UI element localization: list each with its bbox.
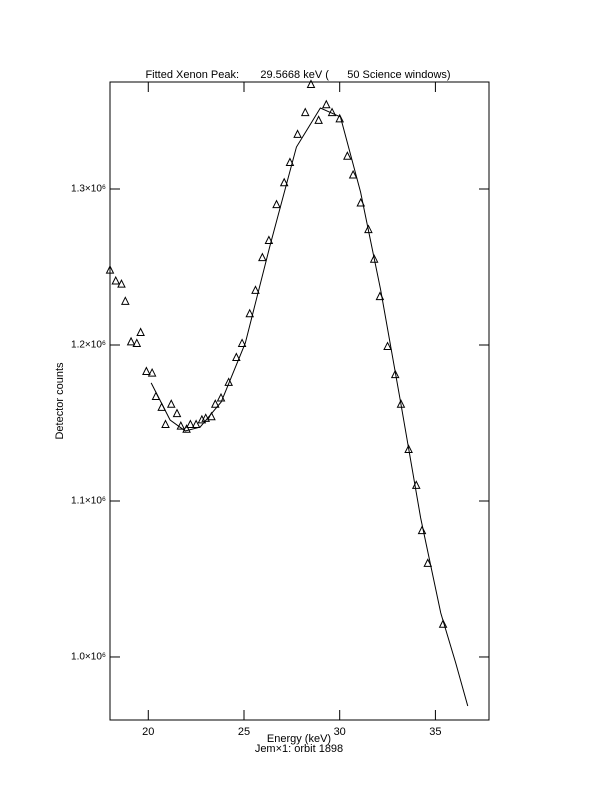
x-tick-label: 30	[334, 726, 346, 738]
data-point	[186, 419, 195, 429]
data-point	[121, 296, 130, 305]
data-point	[264, 235, 274, 244]
chart-title: Fitted Xenon Peak: 29.5668 keV ( 50 Scie…	[145, 69, 450, 81]
data-point	[105, 265, 115, 274]
data-point	[293, 129, 302, 138]
data-point	[210, 399, 220, 408]
plot-frame	[109, 81, 490, 721]
data-point	[438, 619, 448, 628]
data-point	[142, 366, 151, 376]
data-point	[348, 169, 358, 179]
data-point	[172, 408, 182, 418]
data-point	[306, 79, 316, 88]
data-point	[111, 275, 121, 285]
x-tick-label: 20	[142, 726, 154, 738]
data-point	[423, 558, 433, 567]
data-point	[224, 377, 233, 386]
y-tick-label: 1.3×10⁶	[71, 184, 106, 195]
data-point	[126, 336, 136, 346]
data-point	[132, 338, 142, 347]
data-point	[335, 113, 345, 123]
data-point	[417, 525, 427, 535]
x-tick-label: 25	[238, 726, 250, 738]
data-point	[151, 391, 161, 400]
x-axis-label: Energy (keV)	[267, 733, 331, 745]
data-point	[411, 480, 421, 489]
data-point	[166, 399, 176, 408]
data-point	[161, 419, 170, 429]
data-point	[343, 151, 352, 160]
data-point	[285, 157, 295, 166]
data-point	[136, 327, 145, 337]
data-point	[396, 399, 406, 408]
data-point	[237, 338, 247, 347]
data-point	[147, 367, 157, 377]
data-point	[369, 254, 379, 263]
y-axis-label: Detector counts	[54, 362, 66, 440]
data-point	[182, 424, 191, 433]
data-point	[300, 107, 310, 117]
fit-line	[150, 107, 469, 707]
data-point	[390, 369, 400, 379]
data-point	[314, 115, 323, 124]
data-point	[279, 177, 289, 187]
y-tick-label: 1.1×10⁶	[71, 496, 106, 507]
data-point	[232, 352, 241, 361]
data-point	[117, 279, 126, 288]
data-point	[272, 199, 281, 209]
data-point	[404, 444, 413, 454]
data-point	[176, 420, 186, 430]
data-point	[251, 285, 260, 294]
data-point	[258, 252, 267, 262]
subtitle: Jem×1: orbit 1898	[255, 743, 343, 755]
data-point	[191, 419, 201, 429]
x-tick-label: 35	[429, 726, 441, 738]
data-point	[245, 308, 255, 318]
y-tick-label: 1.2×10⁶	[71, 340, 106, 351]
data-point	[321, 99, 331, 109]
y-tick-label: 1.0×10⁶	[71, 652, 106, 663]
data-point	[383, 341, 392, 351]
